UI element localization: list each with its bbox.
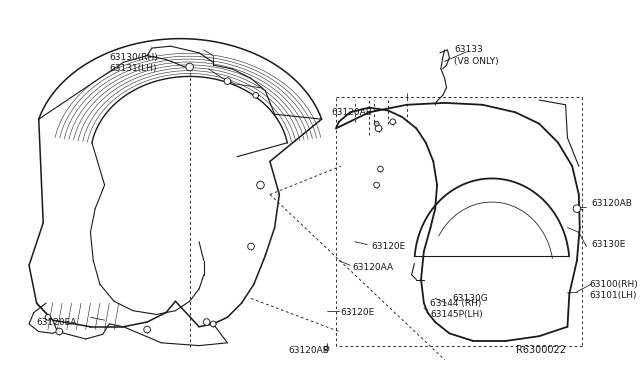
Text: 63120AB: 63120AB: [591, 199, 632, 208]
Text: 63131(LH): 63131(LH): [109, 64, 157, 73]
Text: 63120AA: 63120AA: [352, 263, 393, 272]
Text: 63100(RH): 63100(RH): [589, 280, 638, 289]
Circle shape: [324, 346, 329, 351]
Circle shape: [248, 243, 254, 250]
Text: 63101(LH): 63101(LH): [589, 291, 637, 300]
Text: (V8 ONLY): (V8 ONLY): [454, 57, 499, 66]
Text: 63120EA: 63120EA: [36, 318, 77, 327]
Text: 63145P(LH): 63145P(LH): [431, 310, 483, 319]
Circle shape: [374, 182, 380, 188]
Text: R6300022: R6300022: [515, 345, 566, 355]
Text: 63133: 63133: [454, 45, 483, 54]
Circle shape: [186, 63, 193, 71]
Circle shape: [378, 166, 383, 172]
Text: 63130(RH): 63130(RH): [109, 53, 158, 62]
Circle shape: [374, 121, 379, 126]
Circle shape: [144, 326, 150, 333]
Text: 63144 (RH): 63144 (RH): [431, 299, 482, 308]
Text: 63120AB: 63120AB: [332, 108, 372, 117]
Circle shape: [56, 328, 63, 335]
Text: 63130G: 63130G: [452, 294, 488, 303]
Text: 63120E: 63120E: [340, 308, 375, 317]
Circle shape: [204, 319, 210, 326]
Circle shape: [45, 314, 51, 320]
Circle shape: [211, 321, 216, 327]
Circle shape: [375, 125, 382, 132]
Text: 63120E: 63120E: [371, 242, 405, 251]
Circle shape: [573, 205, 580, 212]
Circle shape: [253, 93, 259, 98]
Text: 63120AB: 63120AB: [289, 346, 330, 355]
Circle shape: [390, 119, 396, 125]
Circle shape: [224, 78, 230, 84]
Text: 63130E: 63130E: [591, 240, 625, 249]
Circle shape: [257, 181, 264, 189]
